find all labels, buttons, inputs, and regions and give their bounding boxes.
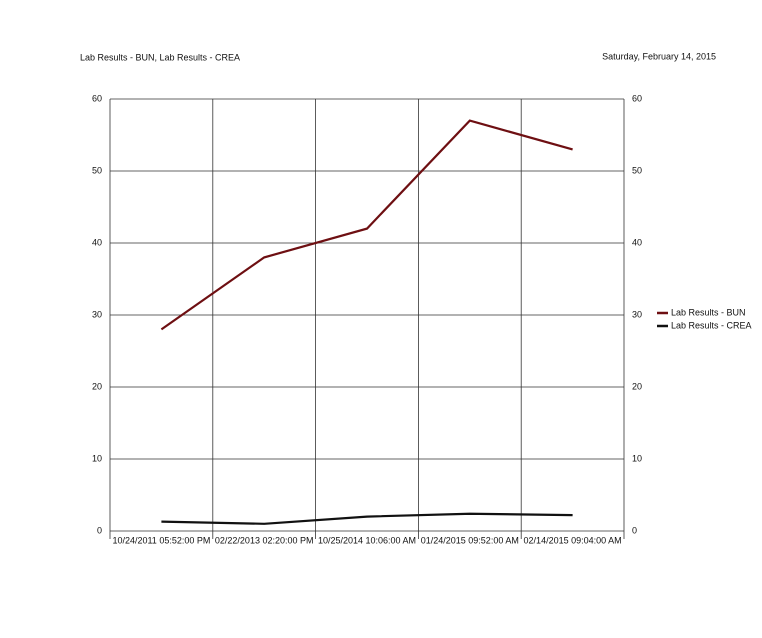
y2-tick-label: 60 (632, 93, 642, 103)
report-title: Lab Results - BUN, Lab Results - CREA (80, 52, 240, 62)
y-tick-label: 50 (92, 165, 102, 175)
y2-tick-label: 30 (632, 309, 642, 319)
x-tick-label: 10/24/2011 05:52:00 PM (112, 535, 210, 545)
y-tick-label: 20 (92, 381, 102, 391)
y2-tick-label: 40 (632, 237, 642, 247)
x-tick-label: 10/25/2014 10:06:00 AM (318, 535, 416, 545)
x-tick-label: 01/24/2015 09:52:00 AM (421, 535, 519, 545)
y2-tick-label: 50 (632, 165, 642, 175)
y2-tick-label: 20 (632, 381, 642, 391)
y-tick-label: 40 (92, 237, 102, 247)
y2-tick-label: 10 (632, 453, 642, 463)
y-tick-label: 30 (92, 309, 102, 319)
report-date: Saturday, February 14, 2015 (602, 51, 716, 61)
y-tick-label: 0 (97, 525, 102, 535)
x-tick-label: 02/22/2013 02:20:00 PM (215, 535, 314, 545)
y-tick-label: 60 (92, 93, 102, 103)
legend-label: Lab Results - BUN (671, 307, 746, 317)
legend-label: Lab Results - CREA (671, 320, 752, 330)
y-tick-label: 10 (92, 453, 102, 463)
data-line (160, 119, 573, 331)
y2-tick-label: 0 (632, 525, 637, 535)
data-line (161, 512, 573, 525)
x-tick-label: 02/14/2015 09:04:00 AM (524, 535, 622, 545)
